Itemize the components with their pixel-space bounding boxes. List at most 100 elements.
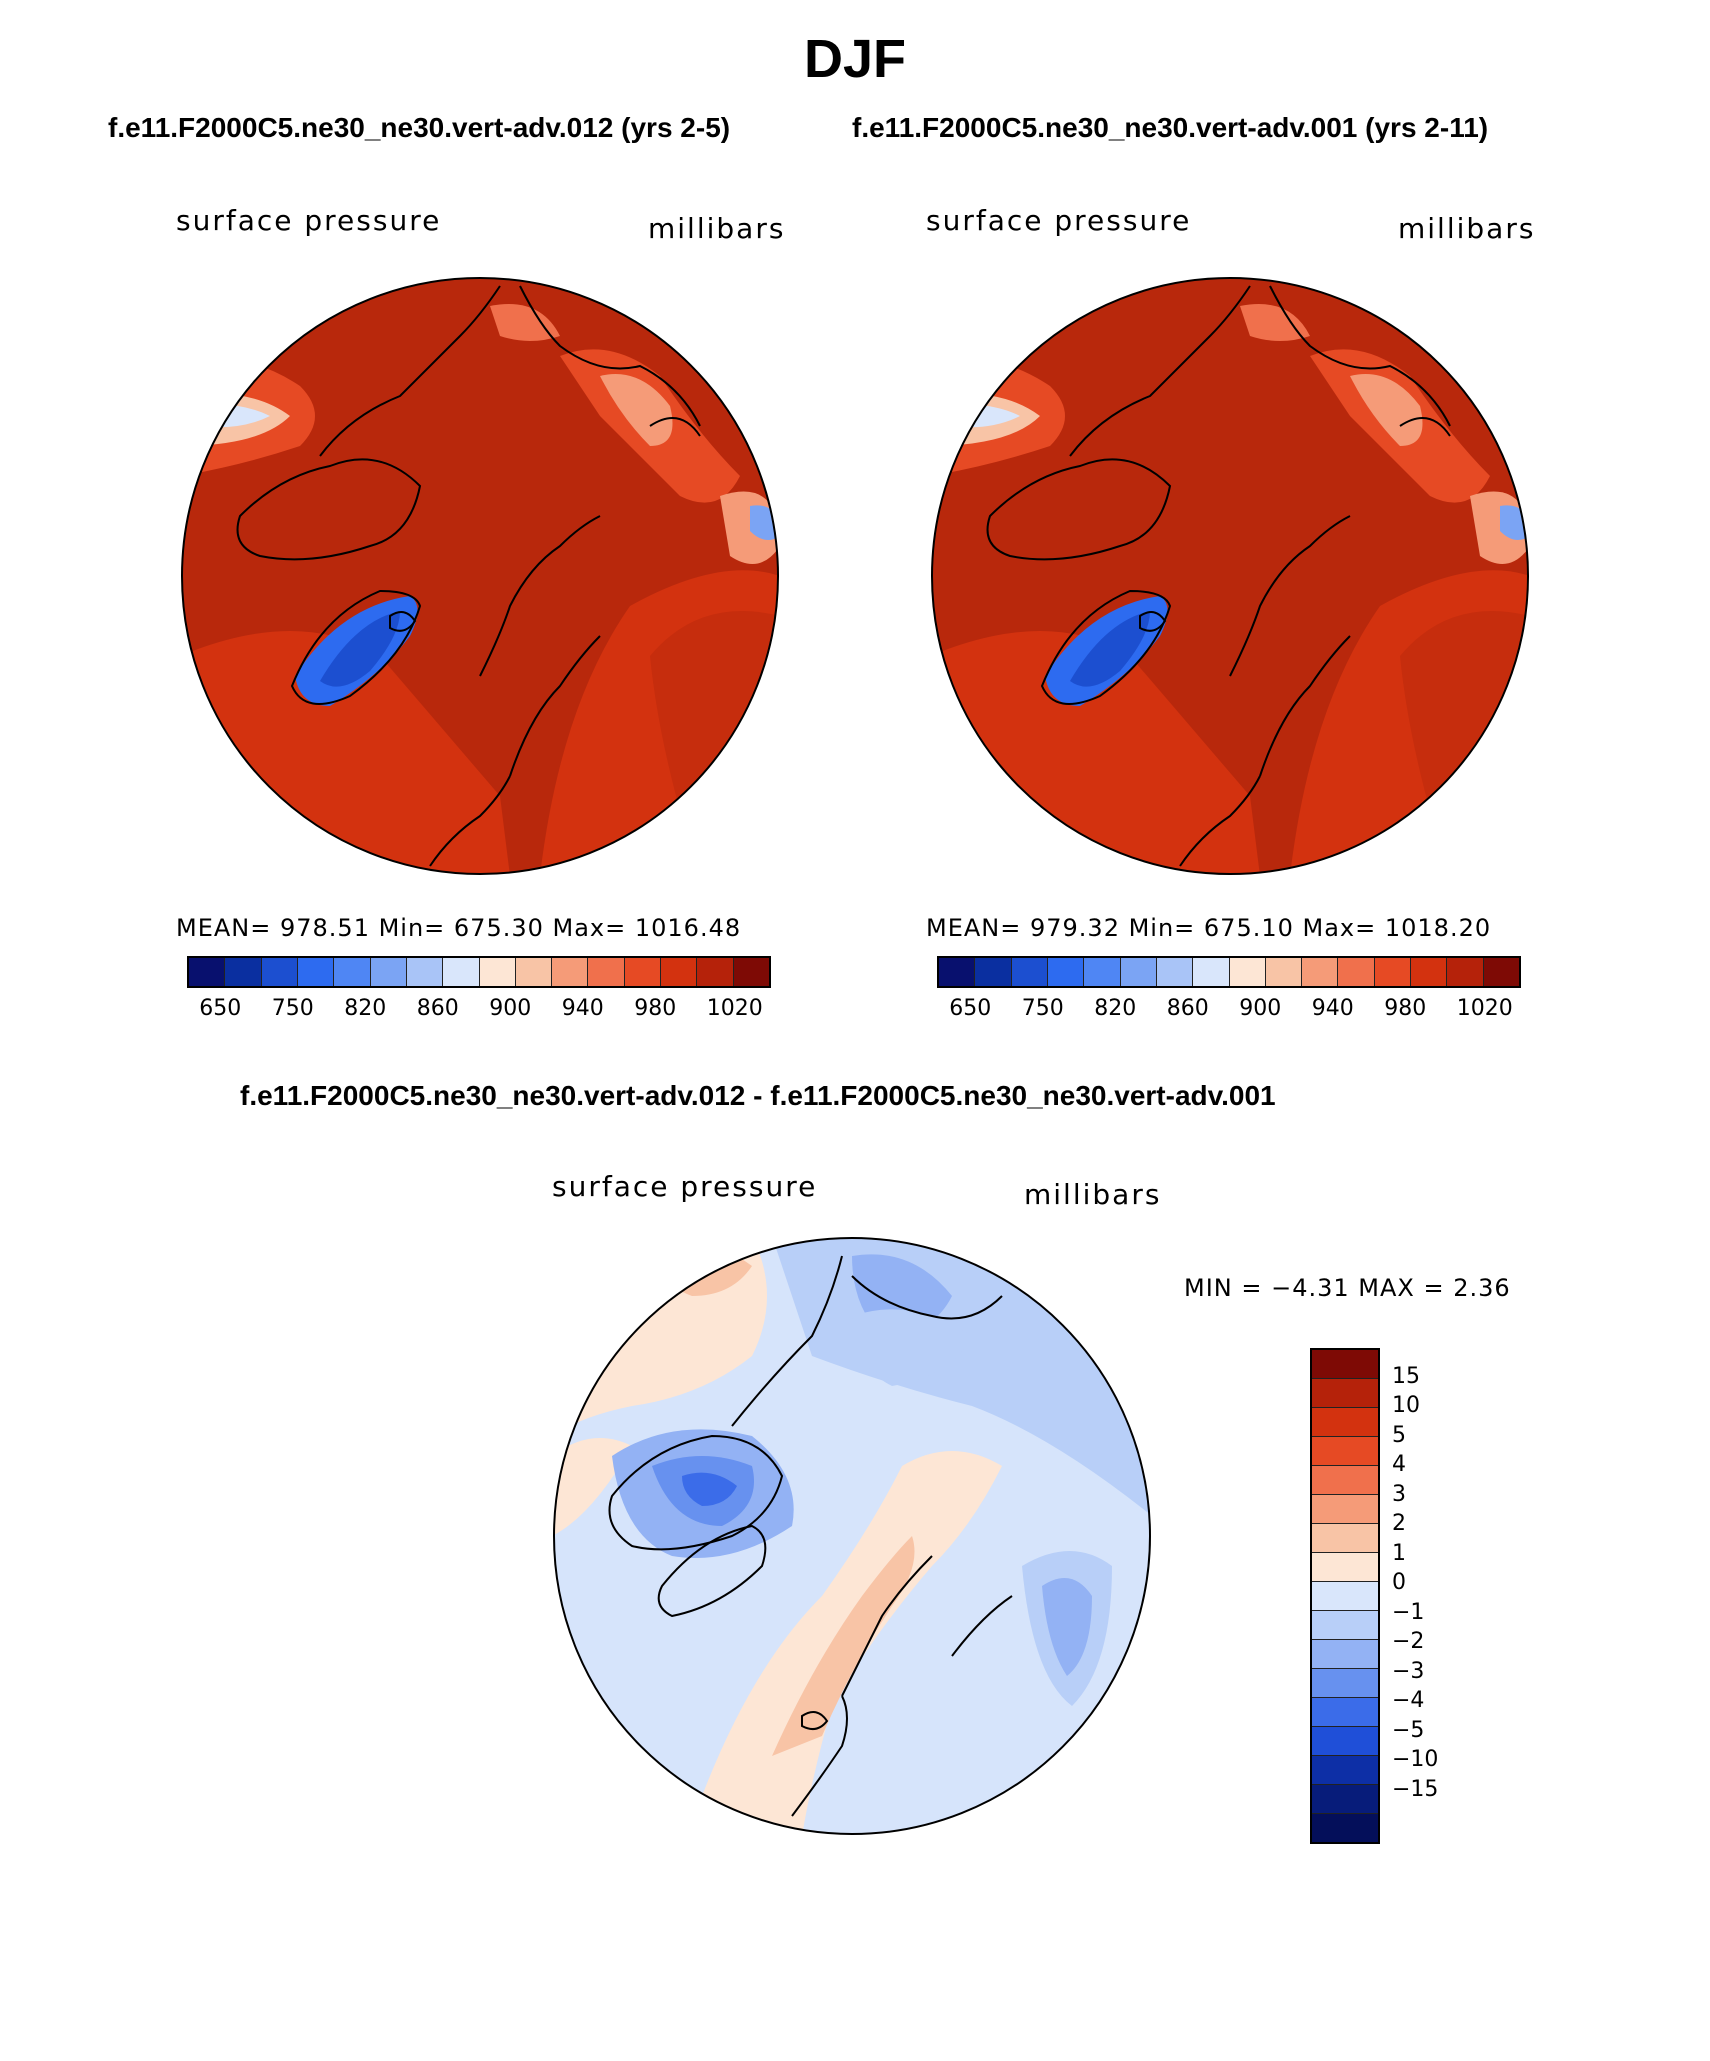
colorbar-swatch [1265, 958, 1303, 986]
colorbar-swatch [1312, 1727, 1378, 1756]
colorbar-tick-label: 860 [416, 996, 459, 1021]
colorbar-tick-label: 1 [1392, 1540, 1406, 1566]
colorbar-tick-label: 940 [1311, 996, 1354, 1021]
colorbar-swatch [261, 958, 298, 986]
panel-left-units-label: millibars [648, 212, 786, 245]
colorbar-swatch [1312, 1756, 1378, 1785]
colorbar-tick-label: 5 [1392, 1422, 1406, 1448]
colorbar-swatch [1338, 958, 1375, 986]
colorbar-swatch [1312, 1379, 1378, 1408]
colorbar-swatch [1312, 1524, 1378, 1553]
colorbar-swatch [1120, 958, 1157, 986]
colorbar-tick-label: 900 [489, 996, 532, 1021]
colorbar-tick-label: 940 [561, 996, 604, 1021]
colorbar-swatch [443, 958, 480, 986]
diff-polar-map [553, 1237, 1151, 1835]
colorbar-swatch [939, 958, 976, 986]
colorbar-swatch [370, 958, 407, 986]
colorbar-swatch [1374, 958, 1412, 986]
colorbar-tick-label: 860 [1166, 996, 1209, 1021]
panel-left-stats: MEAN= 978.51 Min= 675.30 Max= 1016.48 [176, 914, 742, 942]
colorbar-tick-label: 2 [1392, 1511, 1406, 1536]
colorbar-swatch [334, 958, 371, 986]
colorbar-tick-label: −3 [1392, 1658, 1425, 1684]
panel-left-polar-map [181, 277, 779, 875]
colorbar-swatch [479, 958, 516, 986]
colorbar-swatch [1156, 958, 1194, 986]
colorbar-swatch [1312, 1698, 1378, 1727]
colorbar-swatch [1312, 1466, 1378, 1495]
colorbar-tick-label: 650 [199, 996, 242, 1021]
colorbar-swatch [1312, 1437, 1378, 1466]
colorbar-swatch [1302, 958, 1339, 986]
panel-right-colorbar-labels: 650 750 820 860 900 940 980 1020 [937, 996, 1517, 1026]
diff-stats: MIN = −4.31 MAX = 2.36 [1184, 1274, 1511, 1302]
colorbar-swatch [552, 958, 589, 986]
diff-colorbar [1310, 1348, 1380, 1844]
colorbar-tick-label: 650 [949, 996, 992, 1021]
panel-left-variable-label: surface pressure [176, 204, 442, 237]
colorbar-tick-label: 980 [634, 996, 677, 1021]
panel-right-units-label: millibars [1398, 212, 1536, 245]
colorbar-swatch [225, 958, 262, 986]
colorbar-swatch [733, 958, 769, 986]
colorbar-tick-label: 1020 [706, 996, 763, 1021]
panel-right-case-title: f.e11.F2000C5.ne30_ne30.vert-adv.001 (yr… [852, 112, 1489, 143]
colorbar-tick-label: −4 [1392, 1688, 1425, 1713]
diff-title: f.e11.F2000C5.ne30_ne30.vert-adv.012 - f… [240, 1080, 1276, 1111]
colorbar-swatch [1312, 1785, 1378, 1814]
panel-right-stats: MEAN= 979.32 Min= 675.10 Max= 1018.20 [926, 914, 1492, 942]
colorbar-swatch [1193, 958, 1230, 986]
diff-colorbar-labels: 15 10 5 4 3 2 1 0 −1 −2 −3 −4 −5 −10 −15 [1392, 1348, 1472, 1848]
colorbar-tick-label: 750 [1021, 996, 1064, 1021]
colorbar-swatch [297, 958, 335, 986]
colorbar-swatch [1447, 958, 1484, 986]
colorbar-tick-label: −5 [1392, 1717, 1425, 1743]
panel-right-variable-label: surface pressure [926, 204, 1192, 237]
colorbar-swatch [697, 958, 734, 986]
colorbar-swatch [1312, 1669, 1378, 1698]
colorbar-swatch [406, 958, 444, 986]
colorbar-swatch [1312, 1350, 1378, 1379]
colorbar-swatch [975, 958, 1012, 986]
panel-left-colorbar [187, 956, 771, 988]
colorbar-tick-label: 1020 [1456, 996, 1513, 1021]
colorbar-swatch [1312, 1553, 1378, 1582]
colorbar-tick-label: 750 [271, 996, 314, 1021]
colorbar-tick-label: 15 [1392, 1363, 1420, 1389]
colorbar-swatch [1312, 1611, 1378, 1640]
colorbar-swatch [1047, 958, 1085, 986]
colorbar-swatch [1483, 958, 1519, 986]
figure-title: DJF [803, 29, 906, 89]
colorbar-tick-label: 4 [1392, 1452, 1406, 1477]
panel-right-colorbar [937, 956, 1521, 988]
colorbar-tick-label: 820 [344, 996, 387, 1021]
colorbar-tick-label: −10 [1392, 1747, 1439, 1772]
colorbar-tick-label: 820 [1094, 996, 1137, 1021]
colorbar-tick-label: 980 [1384, 996, 1427, 1021]
colorbar-tick-label: 900 [1239, 996, 1282, 1021]
colorbar-tick-label: 3 [1392, 1481, 1406, 1507]
colorbar-swatch [1084, 958, 1121, 986]
diff-variable-label: surface pressure [552, 1170, 818, 1203]
colorbar-swatch [189, 958, 226, 986]
colorbar-tick-label: 0 [1392, 1570, 1406, 1595]
colorbar-swatch [1229, 958, 1266, 986]
colorbar-swatch [1411, 958, 1448, 986]
colorbar-swatch [1312, 1408, 1378, 1437]
colorbar-swatch [624, 958, 662, 986]
colorbar-tick-label: 10 [1392, 1393, 1420, 1418]
colorbar-swatch [661, 958, 698, 986]
colorbar-swatch [1011, 958, 1048, 986]
panel-left-colorbar-labels: 650 750 820 860 900 940 980 1020 [187, 996, 767, 1026]
colorbar-swatch [1312, 1814, 1378, 1842]
panel-left-case-title: f.e11.F2000C5.ne30_ne30.vert-adv.012 (yr… [108, 112, 731, 143]
colorbar-swatch [1312, 1640, 1378, 1669]
colorbar-swatch [515, 958, 553, 986]
panel-right-polar-map [931, 277, 1529, 875]
colorbar-swatch [588, 958, 625, 986]
diff-units-label: millibars [1024, 1178, 1162, 1211]
colorbar-tick-label: −1 [1392, 1599, 1425, 1625]
colorbar-tick-label: −15 [1392, 1776, 1439, 1802]
colorbar-tick-label: −2 [1392, 1629, 1425, 1654]
